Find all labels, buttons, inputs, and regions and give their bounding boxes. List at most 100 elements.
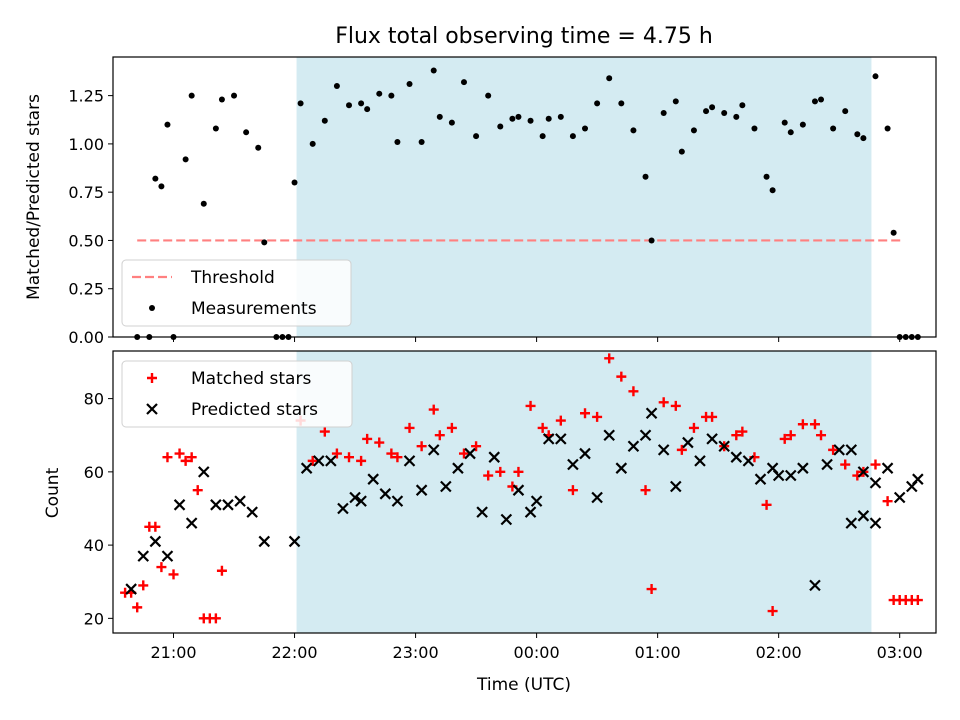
legend-label: Predicted stars xyxy=(191,400,318,420)
predicted-star-point xyxy=(349,491,361,504)
y-tick-label: 0.00 xyxy=(68,328,104,347)
predicted-star-point xyxy=(772,469,785,482)
matched-star-point xyxy=(168,569,179,580)
matched-star-point xyxy=(428,404,439,415)
matched-star-point xyxy=(537,422,548,433)
measurement-point xyxy=(255,144,262,151)
predicted-star-point xyxy=(488,451,501,463)
matched-star-point xyxy=(132,602,143,613)
predicted-star-point xyxy=(639,429,652,442)
measurement-point xyxy=(297,100,304,107)
predicted-star-point xyxy=(415,484,428,496)
predicted-star-point xyxy=(542,433,555,445)
matched-star-point xyxy=(404,422,415,433)
legend-label: Threshold xyxy=(190,268,275,288)
measurement-point xyxy=(291,179,298,186)
matched-star-point xyxy=(216,565,227,576)
predicted-star-point xyxy=(379,488,392,500)
measurement-point xyxy=(460,79,467,86)
matched-star-point xyxy=(156,562,167,573)
matched-star-point xyxy=(840,459,851,470)
y-tick-label: 0.25 xyxy=(68,280,104,299)
measurement-point xyxy=(884,125,891,132)
matched-star-point xyxy=(555,415,566,426)
measurement-point xyxy=(436,113,443,120)
predicted-star-point xyxy=(464,447,476,460)
legend-predicted-swatch xyxy=(146,403,158,415)
measurement-point xyxy=(830,125,837,132)
plot-frame xyxy=(112,56,937,338)
measurement-point xyxy=(388,92,395,99)
measurement-point xyxy=(618,100,625,107)
predicted-star-point xyxy=(149,535,162,548)
matched-star-point xyxy=(344,452,355,463)
predicted-star-point xyxy=(246,506,258,518)
top-panel: 0.00 0.25 0.50 0.75 1.00 1.25 Threshold Measure… xyxy=(68,56,937,347)
predicted-star-point xyxy=(312,455,325,467)
matched-star-point xyxy=(174,448,185,459)
measurement-point xyxy=(678,148,685,155)
predicted-star-point xyxy=(821,458,833,471)
matched-star-point xyxy=(828,444,839,455)
matched-star-point xyxy=(392,452,403,463)
measurement-point xyxy=(872,73,879,80)
matched-star-point xyxy=(628,386,639,397)
x-tick-label: 01:00 xyxy=(635,643,681,662)
measurement-point xyxy=(321,117,328,124)
predicted-star-point xyxy=(197,466,210,478)
matched-star-point xyxy=(319,426,330,437)
chart-title: Flux total observing time = 4.75 h xyxy=(335,24,713,49)
matched-star-point xyxy=(912,595,923,606)
measurement-point xyxy=(346,102,353,109)
measurement-point xyxy=(509,115,516,122)
matched-star-point xyxy=(374,437,385,448)
predicted-star-point xyxy=(881,462,894,474)
measurement-point xyxy=(787,129,794,136)
measurement-point xyxy=(539,133,546,140)
measurement-point xyxy=(394,138,401,145)
measurement-point xyxy=(333,82,340,89)
predicted-star-point xyxy=(627,440,640,452)
predicted-star-point xyxy=(912,473,924,485)
predicted-star-point xyxy=(403,455,416,467)
predicted-star-point xyxy=(893,491,906,504)
matched-star-point xyxy=(767,606,778,617)
matched-star-point xyxy=(513,466,524,477)
measurement-point xyxy=(721,110,728,116)
measurement-point xyxy=(231,92,238,99)
measurement-point xyxy=(769,187,776,194)
measurement-point xyxy=(890,229,897,236)
measurement-point xyxy=(860,135,867,142)
matched-star-point xyxy=(150,521,161,532)
measurement-point xyxy=(164,121,171,128)
measurement-point xyxy=(309,140,316,147)
measurement-point xyxy=(854,131,861,138)
predicted-star-point xyxy=(355,495,367,507)
measurement-point xyxy=(781,119,788,126)
x-tick-label: 00:00 xyxy=(514,643,560,662)
matched-star-point xyxy=(446,422,457,433)
legend-label: Measurements xyxy=(191,299,317,319)
measurement-point xyxy=(188,92,195,99)
x-tick-label: 21:00 xyxy=(150,643,196,662)
measurement-point xyxy=(497,123,504,130)
measurement-point xyxy=(418,138,425,145)
matched-star-point xyxy=(162,452,173,463)
plot-frame xyxy=(112,350,937,634)
predicted-star-point xyxy=(300,462,313,474)
matched-star-point xyxy=(307,455,318,466)
matched-star-point xyxy=(616,371,627,382)
predicted-star-point xyxy=(845,444,858,456)
matched-star-point xyxy=(192,485,203,496)
predicted-star-point xyxy=(797,462,809,474)
matched-star-point xyxy=(761,499,772,510)
predicted-star-point xyxy=(367,473,379,485)
matched-star-point xyxy=(434,430,445,441)
measurement-point xyxy=(515,113,522,120)
measurement-point xyxy=(594,100,601,107)
measurement-point xyxy=(182,156,189,163)
measurement-point xyxy=(158,183,165,190)
predicted-star-point xyxy=(657,444,670,456)
matched-star-point xyxy=(731,430,742,441)
